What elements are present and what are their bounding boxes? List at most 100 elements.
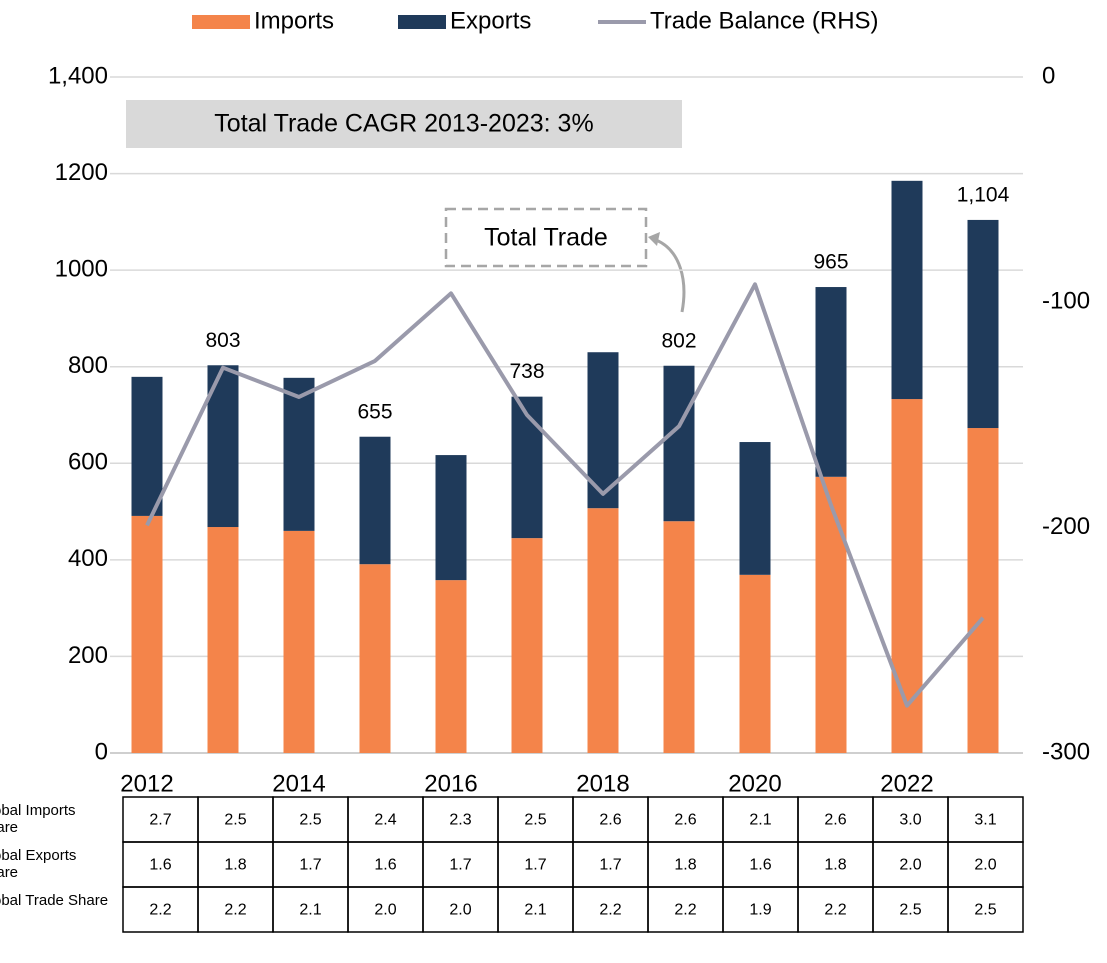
bar-segment xyxy=(131,376,163,516)
bar-segment xyxy=(283,377,315,531)
y-tick-label: 400 xyxy=(68,545,108,572)
x-tick-label: 2014 xyxy=(272,770,325,797)
table-value: 2.2 xyxy=(674,902,696,919)
table-value: 2.1 xyxy=(299,902,321,919)
bar-segment xyxy=(511,538,543,753)
table-value: 2.2 xyxy=(149,902,171,919)
table-value: 2.6 xyxy=(599,812,621,829)
table-row-label: Global Imports Share xyxy=(0,802,76,836)
table-value: 2.5 xyxy=(899,902,921,919)
table-value: 2.5 xyxy=(224,812,246,829)
table-value: 2.5 xyxy=(974,902,996,919)
table-value: 2.3 xyxy=(449,812,471,829)
legend-swatch xyxy=(398,15,446,29)
table-value: 2.1 xyxy=(524,902,546,919)
total-label: 738 xyxy=(509,360,544,383)
bar-segment xyxy=(663,365,695,522)
table-value: 2.4 xyxy=(374,812,396,829)
table-value: 2.0 xyxy=(974,857,996,874)
bar-segment xyxy=(815,287,847,477)
legend-label: Imports xyxy=(254,7,334,34)
bar-segment xyxy=(967,428,999,753)
bar-segment xyxy=(511,396,543,539)
bar-segment xyxy=(815,476,847,753)
y-tick-label: 1,400 xyxy=(48,62,108,89)
table-value: 1.6 xyxy=(149,857,171,874)
bar-segment xyxy=(891,180,923,400)
bar-segment xyxy=(435,455,467,581)
table-value: 1.8 xyxy=(824,857,846,874)
y2-tick-label: -300 xyxy=(1042,738,1090,765)
bar-segment xyxy=(587,508,619,753)
table-value: 1.8 xyxy=(674,857,696,874)
table-cell xyxy=(947,886,1024,933)
total-label: 655 xyxy=(357,400,392,423)
y-tick-label: 200 xyxy=(68,642,108,669)
arrow-head xyxy=(648,232,660,246)
cagr-box xyxy=(126,100,682,148)
y-tick-label: 800 xyxy=(68,352,108,379)
table-value: 2.5 xyxy=(524,812,546,829)
y-tick-label: 0 xyxy=(95,738,108,765)
table-value: 1.7 xyxy=(299,857,321,874)
bar-segment xyxy=(359,564,391,753)
table-value: 2.6 xyxy=(674,812,696,829)
table-value: 2.6 xyxy=(824,812,846,829)
table-row-label: Global Trade Share xyxy=(0,892,109,909)
table-value: 2.0 xyxy=(899,857,921,874)
y-tick-label: 1200 xyxy=(55,159,108,186)
table-value: 2.7 xyxy=(149,812,171,829)
x-tick-label: 2018 xyxy=(576,770,629,797)
table-value: 2.5 xyxy=(299,812,321,829)
bar-segment xyxy=(739,442,771,575)
legend-label: Trade Balance (RHS) xyxy=(650,7,879,34)
arrow xyxy=(655,238,686,313)
legend-swatch xyxy=(192,15,250,29)
table-value: 1.6 xyxy=(749,857,771,874)
cagr-annotation: Total Trade CAGR 2013-2023: 3% xyxy=(214,110,593,138)
bar-segment xyxy=(207,527,239,753)
bar-segment xyxy=(435,580,467,753)
trade-balance-line xyxy=(145,282,985,708)
table-value: 2.1 xyxy=(749,812,771,829)
table-value: 3.1 xyxy=(974,812,996,829)
y2-tick-label: -200 xyxy=(1042,513,1090,540)
bar-segment xyxy=(283,530,315,753)
bar-segment xyxy=(967,219,999,429)
table-value: 1.7 xyxy=(524,857,546,874)
y-tick-label: 1000 xyxy=(55,255,108,282)
table-row-label: Global Exports Share xyxy=(0,847,77,881)
total-label: 965 xyxy=(813,251,848,274)
table-value: 1.9 xyxy=(749,902,771,919)
total-trade-box xyxy=(444,207,648,268)
x-tick-label: 2022 xyxy=(880,770,933,797)
table-value: 2.0 xyxy=(449,902,471,919)
table-value: 1.6 xyxy=(374,857,396,874)
bar-segment xyxy=(739,574,771,753)
table-value: 2.0 xyxy=(374,902,396,919)
x-tick-label: 2016 xyxy=(424,770,477,797)
total-trade-annotation: Total Trade xyxy=(484,224,608,252)
legend-label: Exports xyxy=(450,7,531,34)
y-tick-label: 600 xyxy=(68,449,108,476)
bar-segment xyxy=(359,436,391,565)
x-tick-label: 2012 xyxy=(120,770,173,797)
table-value: 2.2 xyxy=(599,902,621,919)
y2-tick-label: 0 xyxy=(1042,62,1055,89)
x-tick-label: 2020 xyxy=(728,770,781,797)
total-label: 802 xyxy=(661,329,696,352)
y2-tick-label: -100 xyxy=(1042,288,1090,315)
table-value: 1.8 xyxy=(224,857,246,874)
table-value: 2.2 xyxy=(824,902,846,919)
table-value: 1.7 xyxy=(599,857,621,874)
table-value: 3.0 xyxy=(899,812,921,829)
bar-segment xyxy=(131,515,163,753)
total-label: 1,104 xyxy=(957,183,1010,206)
bar-segment xyxy=(663,521,695,753)
table-value: 1.7 xyxy=(449,857,471,874)
bar-segment xyxy=(891,399,923,753)
total-label: 803 xyxy=(205,329,240,352)
table-value: 2.2 xyxy=(224,902,246,919)
